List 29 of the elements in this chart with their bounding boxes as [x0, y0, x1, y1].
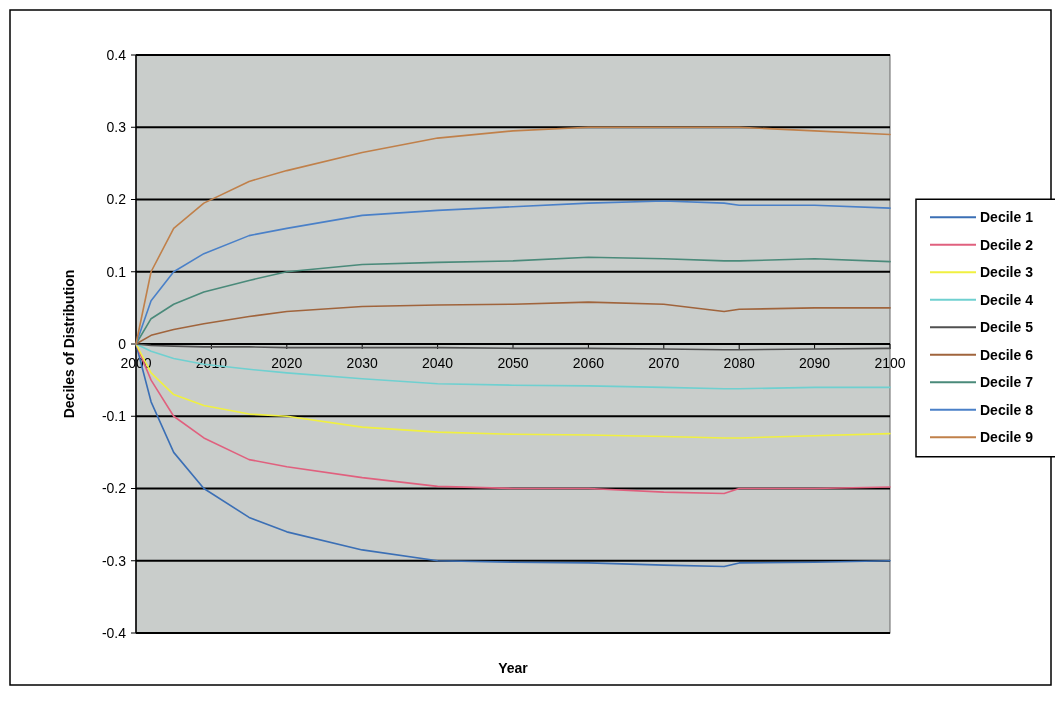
- legend-label: Decile 7: [980, 374, 1034, 391]
- y-tick-label: 0: [118, 335, 127, 352]
- legend-label: Decile 1: [980, 209, 1034, 226]
- x-tick-label: 2080: [723, 355, 755, 371]
- x-tick-label: 2040: [422, 355, 454, 371]
- y-tick-label: -0.3: [101, 552, 127, 569]
- y-tick-label: 0.3: [106, 119, 127, 136]
- legend-label: Decile 2: [980, 236, 1034, 253]
- x-tick-label: 2090: [799, 355, 831, 371]
- x-tick-label: 2030: [346, 355, 378, 371]
- x-axis-title: Year: [498, 660, 529, 676]
- x-tick-label: 2050: [497, 355, 529, 371]
- x-tick-label: 2100: [874, 355, 906, 371]
- y-tick-label: -0.1: [101, 408, 127, 425]
- x-tick-label: 2060: [572, 355, 605, 371]
- legend-label: Decile 6: [980, 346, 1034, 363]
- y-tick-label: 0.4: [106, 46, 127, 63]
- y-tick-label: -0.4: [101, 624, 127, 641]
- legend-label: Decile 5: [980, 319, 1034, 336]
- y-tick-label: 0.2: [106, 191, 127, 208]
- y-tick-label: 0.1: [106, 263, 127, 280]
- x-tick-label: 2020: [271, 355, 303, 371]
- legend-label: Decile 3: [980, 264, 1034, 281]
- legend-label: Decile 4: [980, 291, 1034, 308]
- x-tick-label: 2070: [648, 355, 680, 371]
- legend-label: Decile 8: [980, 401, 1034, 418]
- y-tick-label: -0.2: [101, 480, 127, 497]
- y-axis-title: Deciles of Distribution: [61, 269, 77, 419]
- legend-label: Decile 9: [980, 429, 1034, 446]
